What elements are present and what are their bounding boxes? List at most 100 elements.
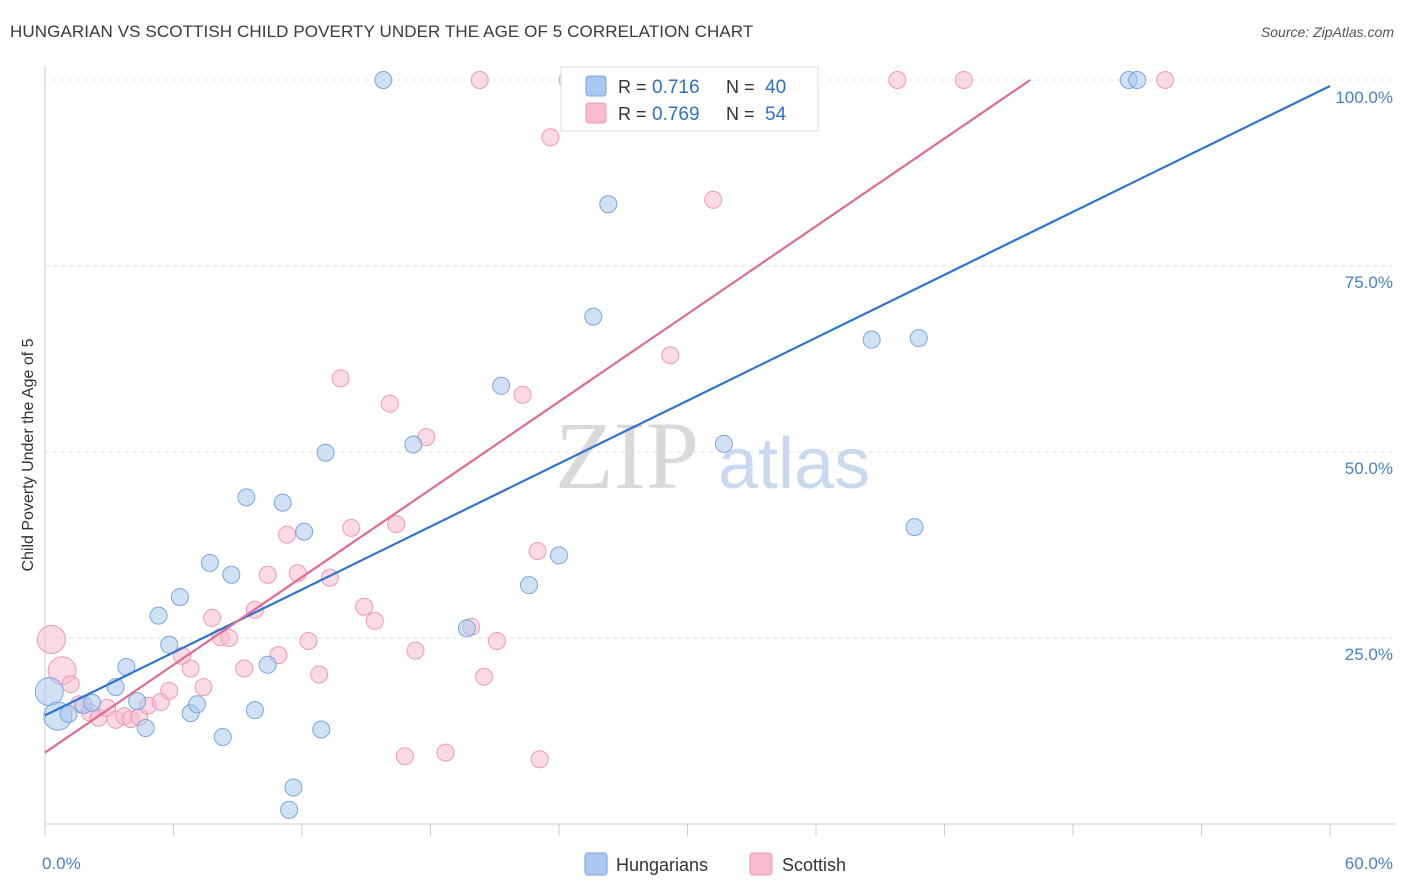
hungarians-point [213, 727, 232, 746]
trend-lines [44, 79, 1331, 754]
scottish-point [299, 631, 318, 650]
legend-bottom-label-hungarians: Hungarians [616, 855, 708, 875]
scottish-point [235, 659, 254, 678]
scottish-point [278, 525, 297, 544]
legend-bottom-swatch-hungarians [584, 852, 608, 876]
hungarians-point [295, 522, 314, 541]
legend-series: Hungarians Scottish [584, 852, 846, 876]
series-hungarians-points [34, 71, 1147, 819]
hungarians-point [905, 518, 924, 537]
scottish-point [487, 631, 506, 650]
legend-n-label-scottish: N = [726, 104, 755, 124]
source-note: Source: ZipAtlas.com [1260, 24, 1394, 40]
hungarians-point [312, 720, 331, 739]
scottish-point [704, 190, 723, 209]
watermark: ZIP atlas [555, 402, 870, 509]
hungarians-point [59, 704, 78, 723]
hungarians-point [584, 307, 603, 326]
hungarians-point [550, 546, 568, 565]
gridlines [45, 79, 1395, 639]
scottish-point [530, 750, 549, 769]
hungarians-point [316, 443, 335, 462]
watermark-atlas: atlas [718, 424, 870, 504]
hungarians-point [188, 695, 207, 714]
watermark-zip: ZIP [555, 402, 699, 509]
legend-r-value-scottish: 0.769 [652, 104, 700, 125]
hungarians-point [599, 195, 618, 214]
legend-r-label-scottish: R = [618, 104, 647, 124]
scottish-point [888, 71, 907, 89]
hungarians-point [237, 488, 256, 507]
chart-title: HUNGARIAN VS SCOTTISH CHILD POVERTY UNDE… [10, 22, 754, 41]
hungarians-point [83, 693, 102, 712]
hungarians-point [222, 565, 241, 584]
legend-n-label-hungarians: N = [726, 77, 755, 97]
hungarians-point [909, 329, 928, 348]
y-tick-label: 50.0% [1345, 459, 1393, 478]
legend-swatch-hungarians [585, 75, 607, 97]
scottish-point [436, 743, 455, 762]
hungarians-point [128, 692, 147, 711]
scottish-point [380, 394, 399, 413]
scottish-point [395, 747, 414, 766]
scottish-point [541, 128, 560, 147]
scottish-point [181, 659, 200, 678]
scottish-point [203, 608, 222, 627]
scottish-point [355, 597, 374, 616]
scottish-point [160, 681, 179, 700]
hungarians-point [170, 588, 189, 607]
hungarians-point [160, 635, 179, 654]
hungarians-point [457, 619, 476, 638]
hungarians-point [136, 719, 155, 738]
hungarians-point [245, 701, 264, 720]
scottish-point [331, 369, 350, 388]
scottish-point [528, 541, 547, 560]
y-axis-title: Child Poverty Under the Age of 5 [20, 338, 37, 571]
legend-swatch-scottish [585, 102, 607, 124]
scottish-point [36, 624, 66, 654]
legend-stats: R = 0.716 N = 40 R = 0.769 N = 54 [560, 66, 819, 132]
y-tick-label: 25.0% [1345, 645, 1393, 664]
scottish-point [61, 675, 80, 694]
hungarians-point [200, 553, 219, 572]
scottish-point [1156, 71, 1175, 89]
scottish-point [310, 665, 329, 684]
hungarians-point [520, 576, 539, 595]
hungarians-point [284, 778, 303, 797]
hungarians-point [862, 330, 881, 349]
scottish-point [475, 667, 494, 686]
y-tick-label: 75.0% [1345, 273, 1393, 292]
scottish-point [406, 641, 425, 660]
scottish-point [387, 515, 406, 534]
legend-n-value-hungarians: 40 [765, 77, 786, 98]
hungarians-point [404, 435, 423, 454]
hungarians-point [280, 800, 299, 819]
hungarians-point [34, 677, 64, 707]
scottish-point [220, 629, 239, 647]
scottish-point [342, 518, 361, 537]
scottish-point [954, 71, 973, 89]
scottish-point [365, 611, 384, 630]
y-tick-label: 100.0% [1335, 88, 1393, 107]
legend-r-label-hungarians: R = [618, 77, 647, 97]
hungarians-point [714, 434, 733, 453]
scottish-point [258, 565, 277, 584]
legend-n-value-scottish: 54 [765, 104, 787, 125]
scottish-point [470, 71, 489, 89]
trend-line-scottish [44, 79, 1031, 754]
hungarians-point [492, 376, 511, 395]
hungarians-point [1128, 71, 1147, 89]
hungarians-point [374, 71, 393, 89]
x-tick-label: 0.0% [42, 854, 81, 873]
scottish-point [194, 678, 213, 697]
hungarians-point [258, 655, 277, 674]
scottish-point [513, 385, 532, 404]
legend-bottom-swatch-scottish [749, 852, 773, 876]
hungarians-point [273, 493, 292, 512]
hungarians-point [149, 606, 168, 625]
series-scottish-points [36, 71, 1175, 769]
legend-bottom-label-scottish: Scottish [782, 855, 846, 875]
legend-r-value-hungarians: 0.716 [652, 77, 700, 98]
tick-labels: 25.0% 50.0% 75.0% 100.0% 0.0% 60.0% [42, 88, 1393, 873]
